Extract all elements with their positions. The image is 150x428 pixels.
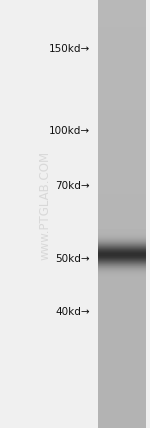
- Text: 70kd→: 70kd→: [55, 181, 90, 191]
- Text: 50kd→: 50kd→: [55, 254, 90, 264]
- Text: 150kd→: 150kd→: [49, 44, 90, 54]
- Text: www.PTGLAB.COM: www.PTGLAB.COM: [39, 151, 51, 260]
- Text: 100kd→: 100kd→: [49, 125, 90, 136]
- Text: 40kd→: 40kd→: [55, 307, 90, 318]
